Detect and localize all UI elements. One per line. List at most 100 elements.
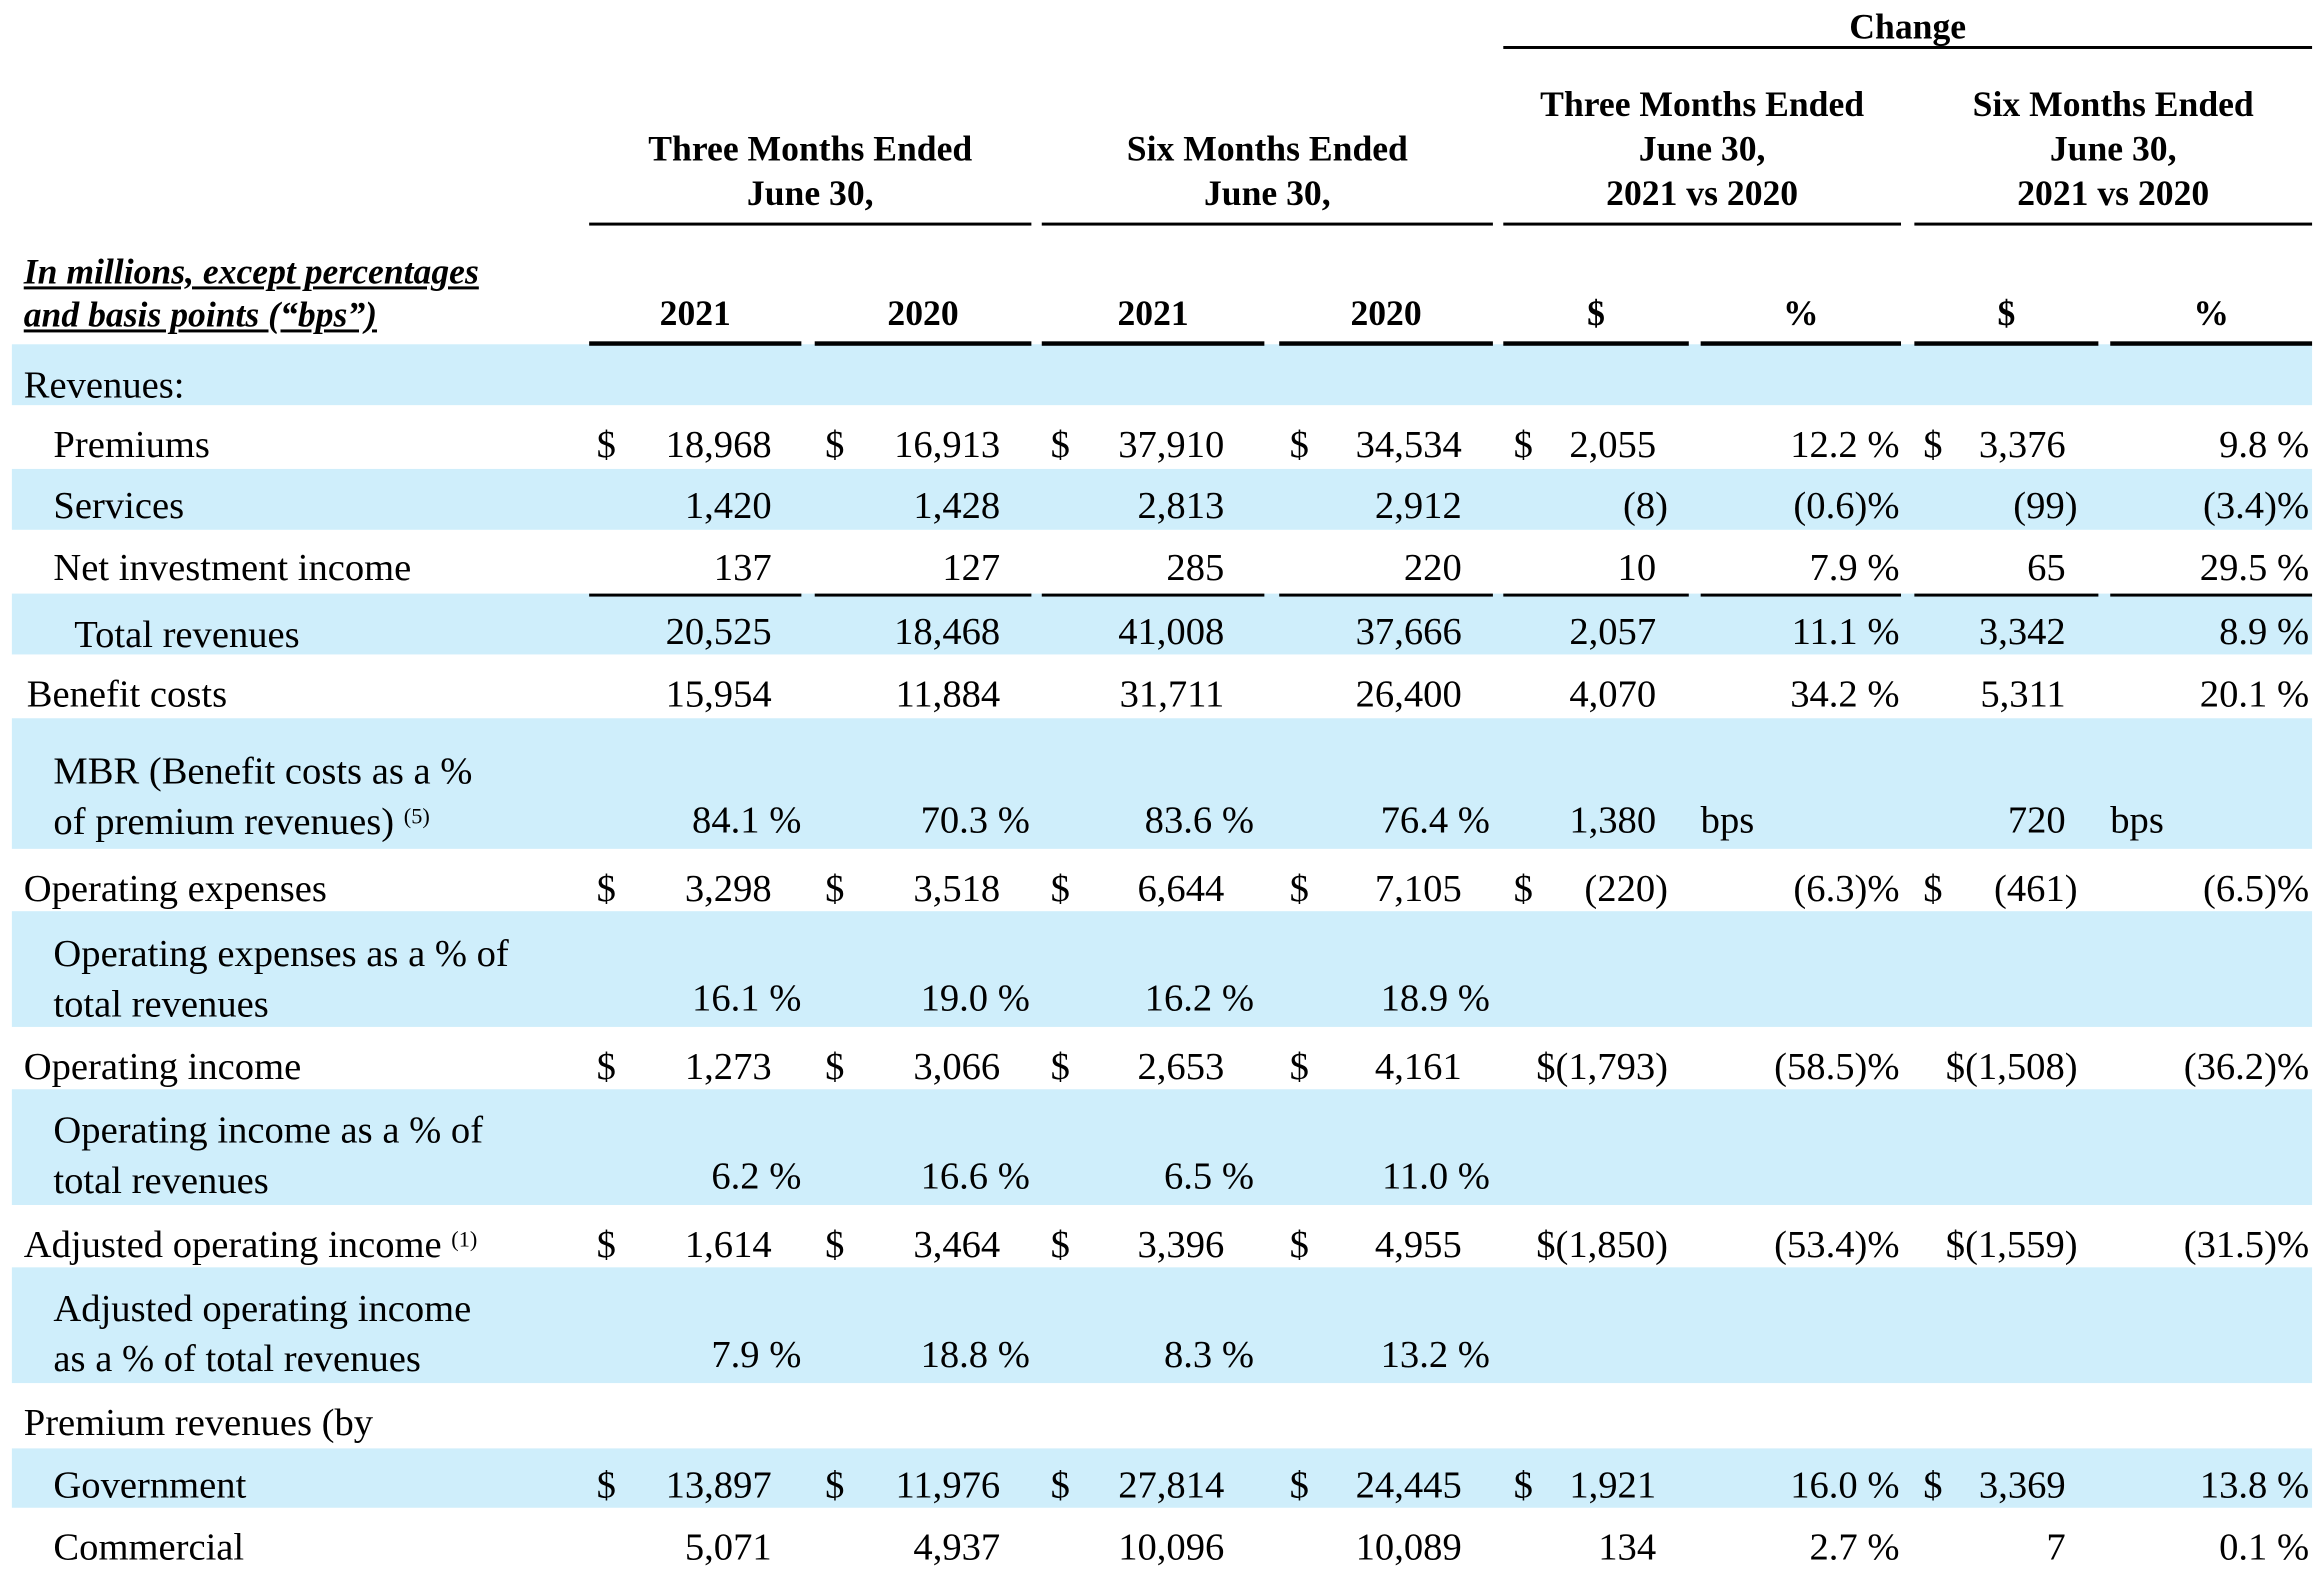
opinc-6m-2020: 4,161 (1374, 1044, 1462, 1088)
benefit-3m-2021: 15,954 (665, 672, 772, 716)
nii-6m-2020: 220 (1403, 546, 1462, 590)
opex-6m-2020: 7,105 (1374, 866, 1462, 910)
group-rule-six (1041, 222, 1493, 226)
opinc-label: Operating income (23, 1044, 302, 1088)
premium-revenues-heading: Premium revenues (by (23, 1400, 374, 1444)
mbr-3m-2020: 70.3 % (920, 798, 1030, 842)
footnote-ref: (5) (403, 805, 430, 830)
header-rule (2110, 341, 2313, 346)
mbr-chg6-unit: bps (2110, 798, 2164, 842)
col-label-6m-2020: 2020 (1350, 295, 1422, 334)
subtotal-rule (1041, 593, 1265, 597)
premiums-3m-2021: 18,968 (665, 422, 772, 466)
dollar-sign: $ (825, 1463, 845, 1507)
dollar-sign: $ (825, 1044, 845, 1088)
dollar-sign: $ (596, 422, 616, 466)
dollar-sign: $ (825, 866, 845, 910)
dollar-sign: $ (1050, 422, 1070, 466)
change-three-header: Three Months Ended June 30, 2021 vs 2020 (1540, 86, 1865, 214)
benefit-chg3-dollar: 4,070 (1569, 672, 1657, 716)
com-3m-2020: 4,937 (913, 1525, 1001, 1569)
band-revenues (11, 344, 2313, 406)
adj-pct-label: Adjusted operating income as a % of total… (53, 1286, 472, 1381)
opex-chg6-dollar: (461) (1994, 866, 2078, 910)
mbr-chg6-bps: 720 (2007, 798, 2066, 842)
com-chg3-pct: 2.7 % (1809, 1525, 1900, 1569)
dollar-sign: $ (1923, 422, 1943, 466)
opinc-pct-6m-2021: 6.5 % (1163, 1154, 1254, 1198)
opinc-3m-2020: 3,066 (913, 1044, 1001, 1088)
mbr-6m-2021: 83.6 % (1144, 798, 1254, 842)
subtotal-rule (2110, 593, 2313, 597)
band-opex-pct (11, 911, 2313, 1027)
benefit-chg3-pct: 34.2 % (1790, 672, 1900, 716)
mbr-label: MBR (Benefit costs as a % of premium rev… (53, 749, 473, 843)
nii-chg6-pct: 29.5 % (2199, 546, 2310, 590)
change-six-header: Six Months Ended June 30, 2021 vs 2020 (1972, 86, 2254, 214)
total-revenues-label: Total revenues (74, 612, 300, 656)
dollar-sign: $ (1289, 1463, 1309, 1507)
dollar-sign: $ (596, 1463, 616, 1507)
services-6m-2021: 2,813 (1137, 483, 1225, 527)
subtotal-rule (1700, 593, 1902, 597)
band-services (11, 468, 2313, 530)
dollar-sign: $ (1289, 1222, 1309, 1266)
adj-pct-6m-2020: 13.2 % (1380, 1332, 1490, 1376)
gov-chg6-pct: 13.8 % (2199, 1463, 2310, 1507)
mbr-chg3-unit: bps (1700, 798, 1755, 842)
header-rule (589, 341, 802, 346)
six-months-header: Six Months Ended June 30, (1126, 130, 1408, 214)
adj-chg3-pct: (53.4)% (1774, 1222, 1900, 1266)
header-rule (1279, 341, 1493, 346)
group-rule-chg-six (1914, 222, 2313, 226)
subtotal-rule (1503, 593, 1689, 597)
adj-pct-3m-2020: 18.8 % (920, 1332, 1030, 1376)
opinc-chg6-dollar: $(1,508) (1945, 1044, 2078, 1088)
band-mbr (11, 718, 2313, 849)
total-3m-2021: 20,525 (665, 609, 772, 653)
opinc-pct-3m-2020: 16.6 % (920, 1154, 1030, 1198)
com-chg6-pct: 0.1 % (2219, 1525, 2310, 1569)
services-3m-2021: 1,420 (684, 483, 772, 527)
mbr-3m-2021: 84.1 % (692, 798, 802, 842)
group-rule-chg-three (1503, 222, 1902, 226)
premiums-chg6-pct: 9.8 % (2219, 422, 2310, 466)
premiums-chg6-dollar: 3,376 (1978, 422, 2066, 466)
services-chg6-dollar: (99) (2013, 483, 2078, 527)
opex-chg6-pct: (6.5)% (2203, 866, 2310, 910)
premiums-6m-2021: 37,910 (1118, 422, 1225, 466)
opex-6m-2021: 6,644 (1137, 866, 1225, 910)
opex-pct-6m-2021: 16.2 % (1144, 976, 1254, 1020)
gov-6m-2021: 27,814 (1118, 1463, 1225, 1507)
benefit-costs-label: Benefit costs (26, 672, 228, 716)
group-rule-three (589, 222, 1032, 226)
adj-chg6-dollar: $(1,559) (1945, 1222, 2078, 1266)
opinc-3m-2021: 1,273 (684, 1044, 772, 1088)
dollar-sign: $ (1923, 866, 1943, 910)
dollar-sign: $ (825, 422, 845, 466)
benefit-chg6-pct: 20.1 % (2199, 672, 2310, 716)
dollar-sign: $ (596, 1044, 616, 1088)
subtotal-rule (1914, 593, 2099, 597)
premiums-label: Premiums (53, 422, 210, 466)
opinc-chg6-pct: (36.2)% (2183, 1044, 2310, 1088)
band-adj-pct (11, 1267, 2313, 1384)
adj-chg6-pct: (31.5)% (2183, 1222, 2310, 1266)
com-chg3-dollar: 134 (1598, 1525, 1657, 1569)
commercial-label: Commercial (53, 1525, 245, 1569)
opex-3m-2020: 3,518 (913, 866, 1001, 910)
nii-label: Net investment income (53, 546, 412, 590)
col-label-6m-2021: 2021 (1117, 295, 1189, 334)
subtotal-rule (814, 593, 1032, 597)
benefit-6m-2021: 31,711 (1119, 672, 1225, 716)
total-6m-2021: 41,008 (1118, 609, 1225, 653)
dollar-sign: $ (1050, 1463, 1070, 1507)
nii-chg3-pct: 7.9 % (1809, 546, 1900, 590)
dollar-sign: $ (1050, 1044, 1070, 1088)
services-3m-2020: 1,428 (913, 483, 1001, 527)
services-6m-2020: 2,912 (1374, 483, 1462, 527)
subtotal-rule (1279, 593, 1493, 597)
header-rule (814, 341, 1032, 346)
col-label-3m-2021: 2021 (659, 295, 731, 334)
